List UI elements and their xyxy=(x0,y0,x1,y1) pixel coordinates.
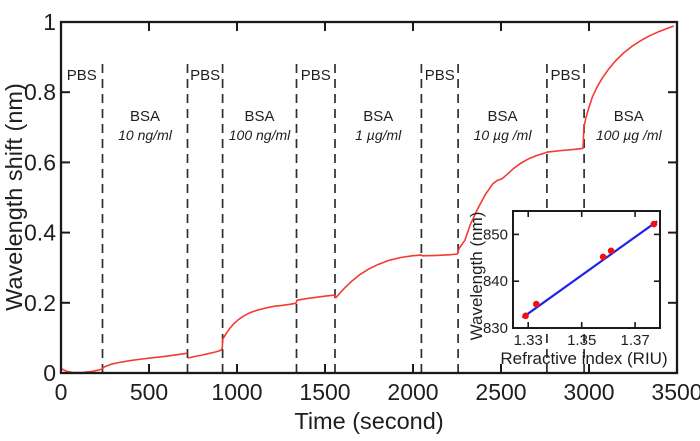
region-label-pbs: PBS xyxy=(67,67,97,84)
y-tick-label: 0 xyxy=(43,360,56,386)
region-label-pbs: PBS xyxy=(301,67,331,84)
calibration-point xyxy=(599,253,607,261)
region-label-bsa: BSA xyxy=(244,108,274,125)
x-tick-label: 1500 xyxy=(299,379,350,405)
y-tick-label: 0.6 xyxy=(24,149,56,175)
region-label-bsa: BSA xyxy=(487,108,517,125)
inset-calibration-plot: 1.33 1.35 1.37 830 840 850 xyxy=(483,210,661,349)
region-label-concentration: 100 µg /ml xyxy=(596,127,663,143)
inset-frame xyxy=(512,210,661,329)
x-tick-label: 2500 xyxy=(475,379,526,405)
calibration-point xyxy=(650,220,658,228)
inset-y-tick-label: 840 xyxy=(483,273,508,290)
calibration-point xyxy=(522,312,529,320)
inset-x-axis-title: Refractive index (RIU) xyxy=(500,349,667,368)
region-label-concentration: 10 µg /ml xyxy=(474,127,533,143)
y-tick-label: 0.2 xyxy=(24,290,56,316)
x-tick-label: 500 xyxy=(130,379,168,405)
region-labels: PBS BSA 10 ng/ml PBS BSA 100 ng/ml PBS BSA 1 µg/… xyxy=(67,67,663,143)
y-axis-title: Wavelength shift (nm) xyxy=(1,83,27,311)
x-tick-label: 1000 xyxy=(211,379,262,405)
region-label-concentration: 1 µg/ml xyxy=(355,127,402,143)
x-axis-title: Time (second) xyxy=(294,408,443,434)
sensorgram-line-segment xyxy=(187,25,674,359)
region-label-pbs: PBS xyxy=(425,67,455,84)
region-label-bsa: BSA xyxy=(363,108,393,125)
calibration-fit-line xyxy=(521,220,658,319)
region-label-concentration: 10 ng/ml xyxy=(118,127,173,143)
y-tick-label: 0.8 xyxy=(24,79,56,105)
inset-y-tick-label: 850 xyxy=(483,226,508,243)
plot-frame xyxy=(59,20,679,375)
inset-background xyxy=(513,211,660,328)
inset-x-tick-label: 1.37 xyxy=(620,332,649,349)
region-label-concentration: 100 ng/ml xyxy=(229,127,291,143)
calibration-point xyxy=(533,300,540,308)
x-tick-label: 2000 xyxy=(387,379,438,405)
region-label-bsa: BSA xyxy=(130,108,160,125)
region-label-bsa: BSA xyxy=(614,108,644,125)
sensorgram-line-segment xyxy=(60,352,188,374)
inset-x-tick-label: 1.35 xyxy=(567,332,596,349)
region-label-pbs: PBS xyxy=(550,67,580,84)
x-tick-label: 0 xyxy=(55,379,68,405)
x-tick-label: 3500 xyxy=(651,379,700,405)
inset-x-tick-label: 1.33 xyxy=(514,332,543,349)
x-tick-label: 3000 xyxy=(563,379,614,405)
y-tick-label: 1 xyxy=(43,9,56,35)
y-tick-label: 0.4 xyxy=(24,220,56,246)
inset-y-axis-title: Wavelength (nm) xyxy=(467,212,486,341)
calibration-point xyxy=(607,247,615,255)
inset-y-tick-label: 830 xyxy=(483,320,508,337)
main-plot-frame: 0 500 1000 1500 2000 2500 3000 3500 0 0.2 0.4 0.6 0.… xyxy=(24,9,700,405)
region-label-pbs: PBS xyxy=(190,67,220,84)
